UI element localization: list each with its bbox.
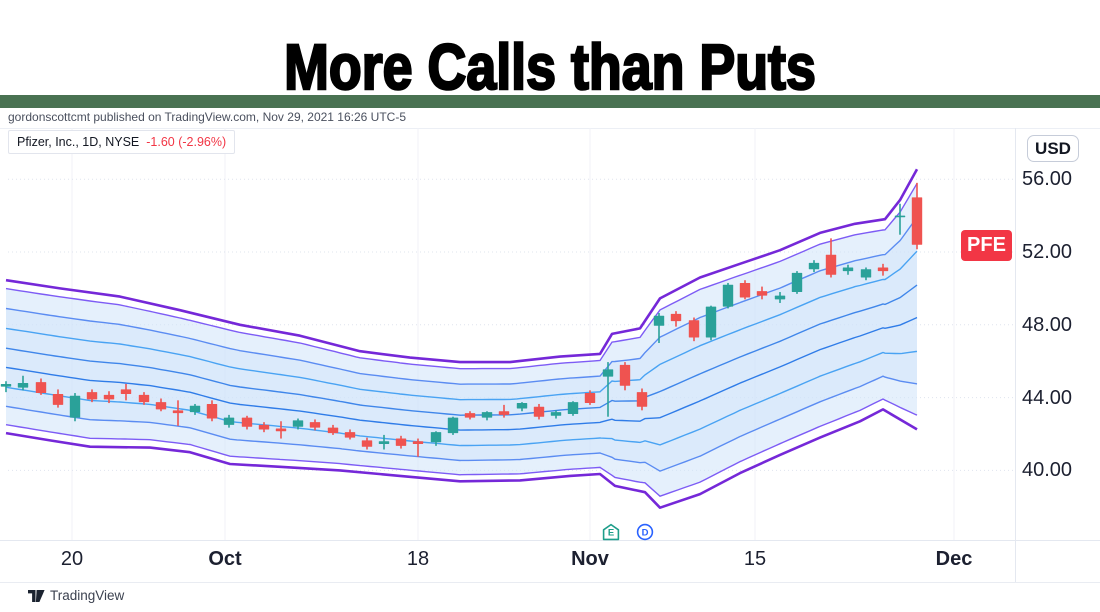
candle-body bbox=[52, 393, 64, 405]
candle-body bbox=[670, 313, 682, 322]
band-line-purple bbox=[5, 408, 918, 509]
candle-body bbox=[619, 364, 631, 386]
candle-body bbox=[258, 424, 270, 430]
tradingview-logo-icon bbox=[28, 589, 45, 602]
candle-body bbox=[688, 320, 700, 338]
candle-body bbox=[705, 306, 717, 338]
candle-body bbox=[69, 395, 81, 418]
candlestick-chart bbox=[0, 128, 1015, 540]
svg-text:D: D bbox=[642, 528, 649, 539]
candle-body bbox=[481, 412, 493, 418]
candle-body bbox=[756, 291, 768, 296]
candle-body bbox=[464, 413, 476, 418]
candle-body bbox=[327, 427, 339, 434]
candle-body bbox=[550, 412, 562, 416]
candle-body bbox=[395, 438, 407, 446]
candle-body bbox=[636, 392, 648, 407]
candle-body bbox=[808, 262, 820, 270]
candle-body bbox=[138, 394, 150, 403]
candle-body bbox=[722, 284, 734, 307]
band-line bbox=[5, 183, 918, 370]
price-label: 44.00 bbox=[1022, 386, 1073, 409]
candle-body bbox=[103, 394, 115, 400]
attribution-text: gordonscottcmt published on TradingView.… bbox=[8, 110, 407, 124]
price-axis-border bbox=[1015, 128, 1016, 582]
legend-change: -1.60 (-2.96%) bbox=[146, 135, 227, 149]
candle-body bbox=[653, 315, 665, 326]
candle-body bbox=[430, 432, 442, 443]
candle-body bbox=[361, 440, 373, 447]
band-line bbox=[5, 250, 918, 401]
price-label: 48.00 bbox=[1022, 313, 1073, 336]
candle-body bbox=[911, 197, 923, 245]
earnings-marker-icon[interactable]: E bbox=[602, 523, 620, 541]
svg-text:E: E bbox=[608, 528, 614, 539]
page-title: More Calls than Puts bbox=[283, 31, 817, 103]
time-label-20: 20 bbox=[60, 548, 84, 570]
candle-body bbox=[842, 267, 854, 272]
price-label: 52.00 bbox=[1022, 241, 1073, 263]
candle-body bbox=[791, 272, 803, 293]
chart-top-border bbox=[0, 128, 1100, 129]
dividend-marker-icon[interactable]: D bbox=[636, 523, 654, 541]
candle-body bbox=[86, 392, 98, 400]
candle-body bbox=[155, 402, 167, 410]
time-label-15: 15 bbox=[743, 548, 767, 570]
time-label-18: 18 bbox=[406, 548, 430, 570]
candle-body bbox=[774, 295, 786, 300]
time-label-oct: Oct bbox=[208, 548, 242, 570]
candle-body bbox=[223, 417, 235, 425]
legend-symbol: Pfizer, Inc., 1D, NYSE bbox=[17, 135, 140, 149]
candle-body bbox=[378, 441, 390, 445]
candle-body bbox=[172, 410, 184, 414]
band-line bbox=[5, 375, 918, 472]
price-label: 40.00 bbox=[1022, 459, 1073, 482]
divider-bar bbox=[0, 95, 1100, 108]
candle-body bbox=[344, 432, 356, 438]
candle-body bbox=[584, 393, 596, 404]
candle-body bbox=[739, 282, 751, 298]
candle-body bbox=[120, 389, 132, 394]
candle-body bbox=[206, 403, 218, 419]
candle-body bbox=[189, 405, 201, 413]
watermark-text: TradingView bbox=[50, 588, 125, 603]
candle-body bbox=[35, 382, 47, 394]
candle-body bbox=[825, 254, 837, 275]
candle-body bbox=[447, 417, 459, 434]
band-line bbox=[5, 398, 918, 497]
candle-body bbox=[275, 428, 287, 432]
chart-legend[interactable]: Pfizer, Inc., 1D, NYSE -1.60 (-2.96%) bbox=[8, 130, 236, 154]
currency-button[interactable]: USD bbox=[1027, 135, 1079, 162]
tradingview-watermark[interactable]: TradingView bbox=[28, 588, 124, 603]
time-label-nov: Nov bbox=[571, 548, 609, 570]
band-line-purple bbox=[5, 168, 919, 364]
band-line bbox=[5, 216, 918, 385]
candle-body bbox=[894, 215, 906, 218]
candle-body bbox=[498, 411, 510, 415]
candle-body bbox=[877, 267, 889, 272]
candle-body bbox=[567, 402, 579, 414]
candle-body bbox=[516, 403, 528, 409]
candle-body bbox=[412, 441, 424, 445]
candle-body bbox=[533, 406, 545, 417]
symbol-price-badge: PFE bbox=[961, 229, 1012, 261]
price-label: 56.00 bbox=[1022, 168, 1073, 191]
candle-body bbox=[0, 383, 12, 387]
candle-body bbox=[860, 269, 872, 278]
candle-body bbox=[292, 420, 304, 427]
candle-body bbox=[17, 383, 29, 388]
time-axis-border bbox=[0, 540, 1100, 541]
candle-body bbox=[309, 422, 321, 428]
time-label-dec: Dec bbox=[935, 548, 973, 570]
candle-body bbox=[241, 417, 253, 427]
candle-body bbox=[602, 369, 614, 377]
chart-bottom-border bbox=[0, 582, 1100, 583]
band-fill bbox=[6, 217, 917, 472]
band-line bbox=[5, 316, 918, 431]
